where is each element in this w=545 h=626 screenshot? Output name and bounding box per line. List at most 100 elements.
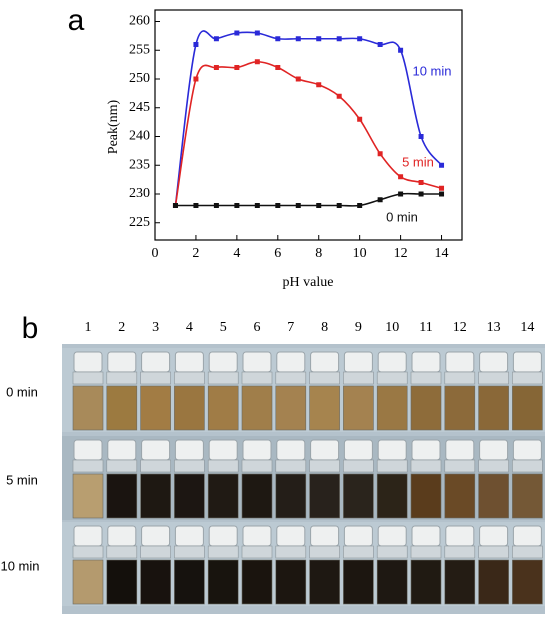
data-point (213, 65, 219, 70)
data-point (398, 191, 404, 197)
vial-liquid (140, 559, 171, 605)
vial-neck (72, 545, 104, 559)
data-point (316, 203, 322, 208)
series-label: 0 min (386, 209, 418, 224)
vial-cap (512, 351, 542, 373)
data-point (418, 191, 424, 197)
vial-liquid (174, 473, 205, 519)
vial-neck (174, 545, 205, 559)
vial-liquid (275, 473, 307, 519)
vial-cap (141, 351, 171, 373)
data-point (254, 30, 260, 36)
vial-liquid (512, 559, 543, 605)
vial-liquid (106, 559, 138, 605)
vial-neck (444, 459, 476, 473)
vial-neck (343, 459, 374, 473)
vial-cap (174, 351, 204, 373)
x-tick-label: 2 (192, 246, 199, 261)
vial-liquid (343, 385, 374, 431)
data-point (254, 203, 260, 208)
series-line (174, 60, 442, 206)
vial-cap (310, 525, 340, 547)
vial-neck (241, 545, 273, 559)
data-point (418, 134, 424, 139)
x-axis-label: pH value (283, 275, 334, 290)
column-label: 9 (355, 320, 362, 335)
vial-neck (376, 459, 408, 473)
vial-liquid (309, 385, 340, 431)
data-point (357, 116, 363, 122)
data-point (418, 180, 424, 185)
vial-liquid (72, 385, 104, 431)
vial-neck (241, 371, 273, 385)
row-label: 10 min (0, 558, 39, 573)
vial-neck (174, 459, 205, 473)
vial-cap (276, 439, 306, 461)
vial-liquid (241, 559, 273, 605)
data-point (193, 42, 199, 47)
vial-cap (411, 439, 441, 461)
data-point (295, 203, 301, 208)
vial-cap (377, 525, 407, 547)
vial-liquid (174, 559, 205, 605)
row-label: 5 min (6, 472, 38, 487)
vial-cap (411, 351, 441, 373)
vial-cap (343, 351, 373, 373)
vial-cap (445, 351, 475, 373)
vial-neck (207, 545, 239, 559)
x-tick-label: 0 (152, 246, 159, 261)
data-point (357, 203, 363, 208)
vial-liquid (444, 473, 476, 519)
vial-neck (512, 545, 543, 559)
vial-liquid (72, 559, 104, 605)
vial-liquid (478, 559, 509, 605)
vial-neck (207, 459, 239, 473)
column-label: 12 (453, 320, 467, 335)
y-tick-label: 260 (129, 14, 150, 29)
plot-frame (154, 9, 463, 241)
vial-neck (140, 371, 171, 385)
vial-liquid (512, 385, 543, 431)
vial-liquid (512, 473, 543, 519)
y-tick-label: 225 (129, 215, 150, 230)
vial-neck (140, 545, 171, 559)
vial-liquid (343, 559, 374, 605)
vial-neck (376, 545, 408, 559)
column-label: 4 (186, 320, 193, 335)
vial-neck (478, 545, 509, 559)
vial-neck (106, 545, 138, 559)
data-point (193, 203, 199, 208)
data-point (336, 36, 342, 42)
vial-liquid (410, 385, 442, 431)
vial-liquid (309, 559, 340, 605)
vial-neck (140, 459, 171, 473)
vial-neck (207, 371, 239, 385)
vial-liquid (478, 385, 509, 431)
vial-cap (310, 439, 340, 461)
vial-cap (107, 439, 137, 461)
y-tick-label: 235 (129, 157, 150, 172)
data-point (295, 76, 301, 82)
data-point (254, 59, 260, 65)
vial-cap (479, 439, 509, 461)
vial-cap (445, 525, 475, 547)
panel-label: b (22, 312, 39, 345)
y-tick-label: 245 (129, 100, 150, 115)
vial-liquid (207, 385, 239, 431)
vial-cap (73, 525, 103, 547)
row-label: 0 min (6, 384, 38, 399)
column-label: 2 (118, 320, 125, 335)
vial-cap (276, 525, 306, 547)
vial-cap (174, 525, 204, 547)
vial-neck (478, 371, 509, 385)
vial-liquid (478, 473, 509, 519)
x-tick-label: 14 (435, 246, 449, 261)
data-point (234, 65, 240, 70)
vial-cap (208, 351, 238, 373)
vial-neck (309, 459, 340, 473)
vial-liquid (376, 559, 408, 605)
vial-cap (141, 525, 171, 547)
vial-liquid (343, 473, 374, 519)
vial-cap (242, 525, 272, 547)
